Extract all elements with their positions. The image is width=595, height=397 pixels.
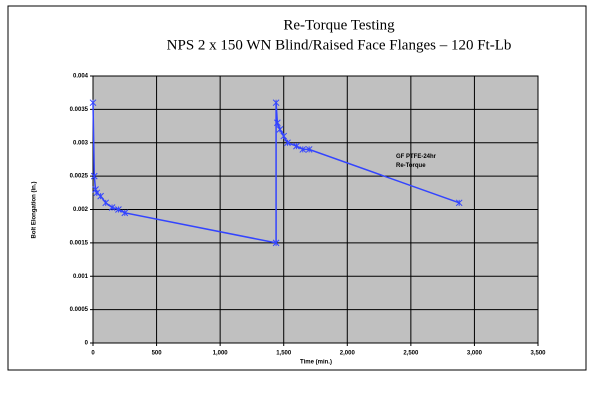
x-tick-label: 1,500: [276, 351, 292, 357]
x-tick-label: 3,000: [467, 351, 483, 357]
x-tick-label: 0: [91, 351, 95, 357]
data-point: [274, 119, 281, 127]
y-tick-label: 0.0025: [70, 174, 89, 180]
data-point: [455, 199, 463, 207]
x-tick-label: 3,500: [530, 351, 546, 357]
y-tick-label: 0.003: [73, 140, 89, 146]
data-point: [115, 206, 122, 213]
data-point: [90, 172, 98, 180]
data-point: [305, 146, 313, 153]
data-point: [276, 126, 284, 133]
data-point: [89, 99, 97, 107]
x-tick-label: 2,500: [403, 351, 419, 357]
y-tick-label: 0.0005: [70, 307, 89, 313]
data-point: [284, 139, 291, 147]
data-point: [121, 209, 129, 217]
x-tick-label: 2,000: [340, 351, 356, 357]
x-axis-title: Time (min.): [300, 360, 332, 366]
y-tick-label: 0.002: [73, 207, 89, 213]
chart-subtitle: NPS 2 x 150 WN Blind/Raised Face Flanges…: [167, 37, 512, 53]
data-point: [102, 199, 110, 207]
data-point: [272, 99, 280, 107]
x-tick-label: 1,000: [213, 351, 229, 357]
y-tick-label: 0.0015: [70, 240, 89, 246]
x-tick-label: 500: [152, 351, 163, 357]
data-point: [108, 204, 116, 211]
data-point: [272, 239, 280, 247]
data-point: [299, 146, 307, 153]
data-point: [97, 192, 104, 200]
y-axis-title: Bolt Elongation (in.): [32, 182, 38, 239]
chart-title: Re-Torque Testing: [283, 17, 395, 33]
annotation: GF PTFE-24hr Re-Torque: [396, 154, 437, 169]
data-point: [280, 132, 288, 140]
data-point: [293, 142, 300, 150]
y-tick-label: 0.001: [73, 274, 89, 280]
y-tick-label: 0: [85, 341, 89, 347]
y-tick-label: 0.0035: [70, 107, 89, 113]
y-tick-label: 0.004: [73, 74, 89, 80]
